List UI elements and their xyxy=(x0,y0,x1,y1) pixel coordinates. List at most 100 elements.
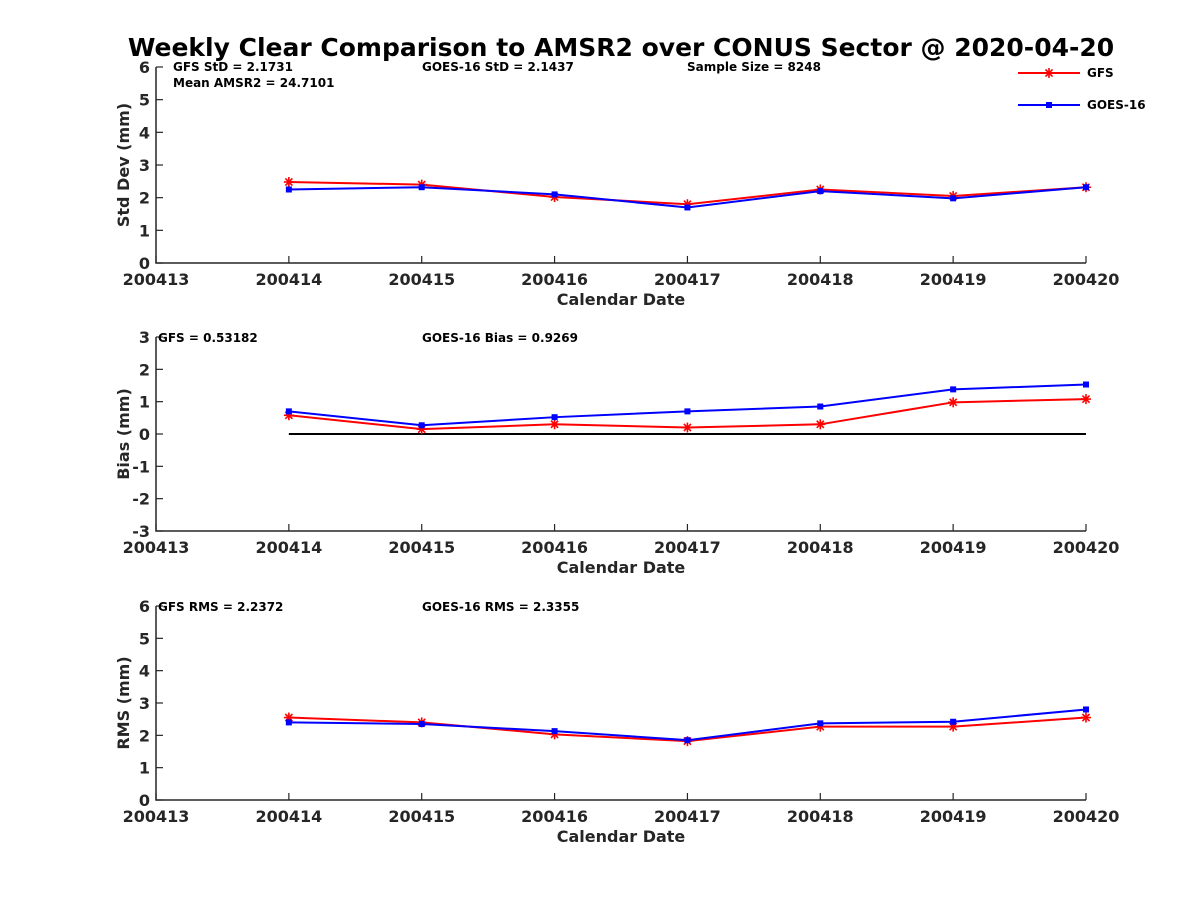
data-point-gfs xyxy=(283,176,294,187)
y-tick-label: 4 xyxy=(139,662,150,681)
stat-annotation: Sample Size = 8248 xyxy=(687,60,821,74)
x-tick-label: 200419 xyxy=(920,538,987,557)
x-tick-label: 200419 xyxy=(920,807,987,826)
chart-legend: GFS GOES-16 xyxy=(1018,66,1146,112)
legend-item-goes-16: GOES-16 xyxy=(1018,98,1146,112)
data-point-gfs xyxy=(682,422,693,433)
x-tick-label: 200419 xyxy=(920,270,987,289)
panel-1: 0 1 2 3 4 5 6 200413 200414 200415 200416 200417 200… xyxy=(114,58,1119,309)
data-point-goes-16 xyxy=(551,728,558,735)
chart-title: Weekly Clear Comparison to AMSR2 over CO… xyxy=(128,33,1114,62)
marker-stroke xyxy=(683,423,692,432)
data-point-gfs xyxy=(948,397,959,408)
y-axis-label: RMS (mm) xyxy=(114,656,133,749)
data-point-gfs xyxy=(549,419,560,430)
x-tick-label: 200415 xyxy=(388,807,455,826)
data-point-gfs xyxy=(815,419,826,430)
marker-stroke xyxy=(1081,713,1091,722)
data-point-gfs xyxy=(1081,394,1091,405)
x-tick-label: 200415 xyxy=(388,538,455,557)
x-tick-label: 200414 xyxy=(255,270,322,289)
data-point-goes-16 xyxy=(950,386,957,393)
data-point-goes-16 xyxy=(950,718,957,725)
marker-stroke xyxy=(1081,394,1091,404)
x-tick-label: 200418 xyxy=(787,807,854,826)
marker-stroke xyxy=(949,398,958,407)
stat-annotation: GFS = 0.53182 xyxy=(158,331,258,345)
y-tick-label: 0 xyxy=(139,254,150,273)
x-tick-label: 200420 xyxy=(1053,538,1120,557)
stat-annotation: GOES-16 Bias = 0.9269 xyxy=(422,331,578,345)
axis-lines xyxy=(155,67,1086,264)
x-tick-label: 200413 xyxy=(123,538,190,557)
data-point-goes-16 xyxy=(285,719,292,726)
marker-stroke xyxy=(284,177,293,187)
x-tick-label: 200416 xyxy=(521,807,588,826)
x-tick-label: 200420 xyxy=(1053,807,1120,826)
marker-stroke xyxy=(1044,68,1054,78)
data-point-goes-16 xyxy=(817,720,824,727)
stat-annotation: GFS StD = 2.1731 xyxy=(173,60,293,74)
stat-annotation: GOES-16 StD = 2.1437 xyxy=(422,60,574,74)
x-tick-label: 200418 xyxy=(787,538,854,557)
y-axis-label: Bias (mm) xyxy=(114,388,133,480)
y-tick-label: 1 xyxy=(139,221,150,240)
y-tick-label: 0 xyxy=(139,791,150,810)
x-axis-label: Calendar Date xyxy=(557,290,686,309)
panel-3: 0 1 2 3 4 5 6 200413 200414 200415 200416 200417 200… xyxy=(114,597,1119,846)
y-tick-label: -2 xyxy=(132,490,150,509)
data-point-gfs xyxy=(1081,712,1091,723)
data-point-goes-16 xyxy=(817,403,824,410)
y-tick-label: 2 xyxy=(139,726,150,745)
y-axis-label: Std Dev (mm) xyxy=(114,103,133,227)
legend-label: GFS xyxy=(1087,66,1114,80)
stat-annotation: GFS RMS = 2.2372 xyxy=(158,600,283,614)
x-axis-label: Calendar Date xyxy=(557,827,686,846)
x-tick-label: 200420 xyxy=(1053,270,1120,289)
y-tick-label: 1 xyxy=(139,759,150,778)
x-tick-label: 200417 xyxy=(654,270,721,289)
y-tick-label: 3 xyxy=(139,694,150,713)
y-tick-label: 1 xyxy=(139,393,150,412)
x-axis-label: Calendar Date xyxy=(557,558,686,577)
marker-stroke xyxy=(816,420,825,429)
legend-label: GOES-16 xyxy=(1087,98,1146,112)
y-tick-label: 4 xyxy=(139,123,150,142)
panel-2: -3 -2 -1 0 1 2 3 200413 200414 200415 200416 200417… xyxy=(114,328,1119,577)
data-point-goes-16 xyxy=(950,195,957,202)
stat-annotation: GOES-16 RMS = 2.3355 xyxy=(422,600,579,614)
data-point-goes-16 xyxy=(418,721,425,728)
y-tick-label: 5 xyxy=(139,91,150,110)
y-tick-label: 6 xyxy=(139,597,150,616)
marker-stroke xyxy=(550,420,559,429)
data-point-goes-16 xyxy=(1083,381,1089,388)
stat-annotation: Mean AMSR2 = 24.7101 xyxy=(173,76,334,90)
data-point-goes-16 xyxy=(1083,706,1089,713)
y-tick-label: 2 xyxy=(139,189,150,208)
x-tick-label: 200413 xyxy=(123,270,190,289)
y-tick-label: -3 xyxy=(132,522,150,541)
data-point-goes-16 xyxy=(684,737,691,744)
data-point-goes-16 xyxy=(551,191,558,198)
series-line-goes-16 xyxy=(288,383,1087,427)
data-point-goes-16 xyxy=(684,408,691,415)
data-point-goes-16 xyxy=(418,184,425,191)
y-tick-label: 6 xyxy=(139,58,150,77)
x-tick-label: 200416 xyxy=(521,270,588,289)
legend-marker xyxy=(1046,102,1052,108)
x-tick-label: 200413 xyxy=(123,807,190,826)
y-tick-label: 2 xyxy=(139,360,150,379)
x-tick-label: 200417 xyxy=(654,538,721,557)
data-point-goes-16 xyxy=(418,422,425,429)
y-tick-label: 3 xyxy=(139,156,150,175)
axis-lines xyxy=(155,606,1086,801)
y-tick-label: 0 xyxy=(139,425,150,444)
x-tick-label: 200414 xyxy=(255,807,322,826)
y-tick-label: 3 xyxy=(139,328,150,347)
data-point-goes-16 xyxy=(817,188,824,195)
data-point-goes-16 xyxy=(285,408,292,415)
y-tick-label: -1 xyxy=(132,457,150,476)
data-point-goes-16 xyxy=(1083,184,1089,191)
